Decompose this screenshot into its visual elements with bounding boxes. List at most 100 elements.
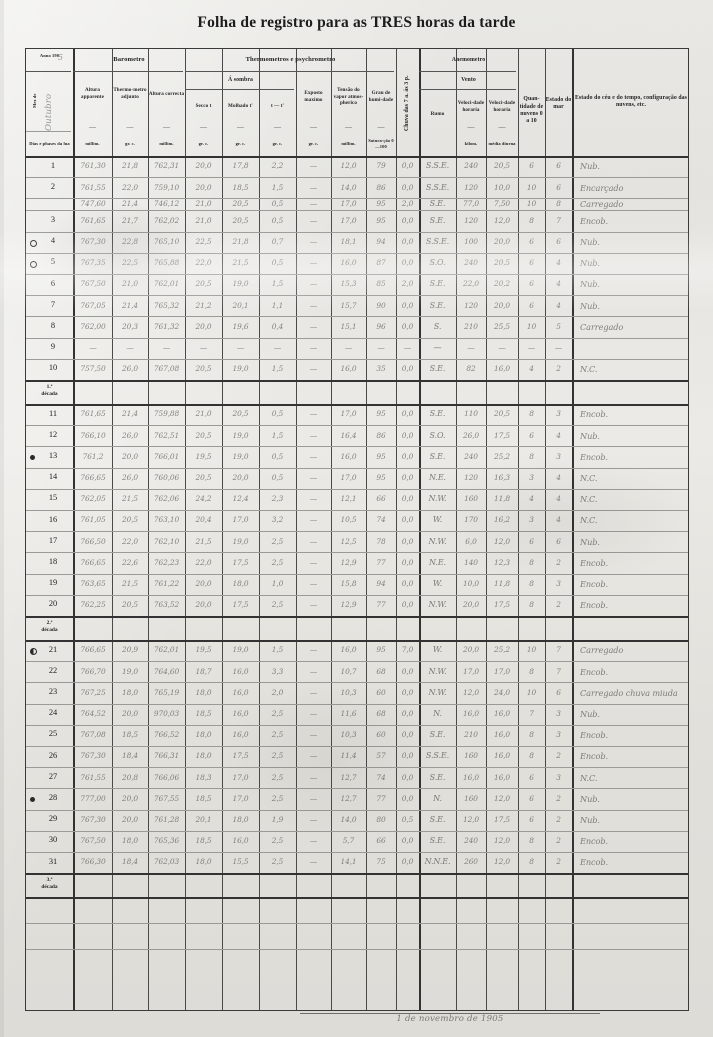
- cell-rumo: S.E.: [429, 451, 446, 461]
- cell-exposto-maximo: —: [309, 199, 318, 209]
- cell-molhado: 17,5: [232, 751, 249, 761]
- row-separator: [26, 198, 688, 200]
- cell-molhado: 12,4: [232, 494, 249, 504]
- moon-phase-icon: [30, 648, 37, 656]
- cell-altura-correcta: 761,28: [153, 815, 180, 824]
- cell-t-diff: 3,3: [271, 666, 284, 676]
- cell-altura-apparente: 767,30: [80, 237, 106, 246]
- cell-molhado: 20,5: [232, 215, 249, 225]
- cell-altura-correcta: 762,01: [153, 645, 180, 655]
- cell-secco: 18,0: [195, 857, 212, 867]
- cell-chuva: 0,0: [401, 161, 414, 171]
- cell-tensao-vapor: 12,0: [340, 161, 357, 171]
- cell-molhado: 18,0: [232, 579, 249, 588]
- day-number: 14: [48, 472, 58, 482]
- cell-velocidade-media: 11,8: [493, 579, 511, 588]
- cell-tensao-vapor: 17,0: [340, 199, 357, 209]
- cell-molhado: 18,5: [232, 182, 249, 192]
- cell-rumo: N.: [433, 709, 442, 718]
- cell-exposto-maximo: —: [309, 793, 318, 803]
- row-separator: [26, 661, 688, 663]
- cell-velocidade-horaria: 210: [464, 730, 478, 740]
- cell-humidade: 95: [376, 473, 386, 482]
- column-separator: [518, 49, 519, 1010]
- cell-estado-mar: 2: [556, 364, 561, 374]
- cell-exposto-maximo: —: [309, 161, 318, 171]
- cell-chuva: 0,0: [401, 730, 414, 740]
- cell-altura-correcta: 970,03: [153, 709, 180, 718]
- cell-velocidade-media: 20,5: [493, 161, 511, 171]
- cell-estado-ceu: Carregado: [580, 321, 624, 332]
- cell-estado-mar: 3: [556, 451, 561, 461]
- cell-secco: 24,2: [195, 494, 212, 504]
- cell-molhado: 16,0: [232, 709, 249, 718]
- cell-t-diff: 0,4: [271, 321, 284, 331]
- cell-altura-correcta: 763,10: [153, 515, 180, 525]
- cell-estado-mar: 6: [556, 182, 561, 192]
- header-rule: [73, 71, 183, 72]
- cell-nuvens: 8: [529, 836, 534, 846]
- page-title: Folha de registro para as TRES horas da …: [197, 14, 516, 31]
- cell-molhado: 16,0: [232, 730, 249, 740]
- cell-estado-mar: —: [554, 343, 563, 352]
- cell-molhado: 16,0: [232, 687, 249, 697]
- cell-exposto-maximo: —: [309, 409, 318, 419]
- cell-secco: 22,0: [195, 258, 212, 268]
- header-bar-unit-2: millim.: [159, 141, 174, 147]
- cell-estado-mar: 2: [556, 857, 561, 867]
- cell-chuva: 0,0: [401, 215, 414, 225]
- header-rule: [419, 71, 516, 72]
- cell-t-diff: 2,0: [271, 687, 284, 697]
- cell-tensao-vapor: 15,1: [340, 321, 357, 331]
- cell-humidade: 77: [376, 557, 386, 567]
- cell-nuvens: 10: [526, 321, 537, 331]
- row-separator: [26, 573, 688, 575]
- day-number: 18: [48, 557, 58, 566]
- cell-velocidade-horaria: 22,0: [462, 279, 480, 289]
- cell-velocidade-horaria: 160: [464, 793, 478, 803]
- cell-velocidade-media: 16,0: [493, 751, 511, 761]
- row-separator: [26, 316, 688, 318]
- cell-chuva: 0,0: [401, 579, 414, 588]
- cell-secco: 20,5: [195, 364, 212, 374]
- cell-thermometro-adjunto: 21,4: [121, 199, 139, 209]
- cell-tensao-vapor: 18,1: [340, 237, 357, 246]
- column-separator: [572, 49, 574, 1010]
- decada-summary-label: 2.ª década: [41, 620, 58, 633]
- cell-velocidade-media: 16,0: [493, 730, 511, 740]
- cell-nuvens: 8: [529, 451, 534, 461]
- cell-estado-ceu: Nub.: [580, 279, 600, 290]
- cell-velocidade-media: 10,0: [493, 182, 511, 192]
- cell-estado-ceu: N.C.: [580, 473, 598, 483]
- cell-thermometro-adjunto: —: [126, 343, 134, 352]
- header-rule: [26, 71, 71, 72]
- cell-altura-apparente: 767,30: [80, 751, 106, 761]
- day-number: 2: [50, 181, 56, 191]
- header-thermo-sub-2: t — t': [270, 102, 285, 109]
- cell-chuva: 0,0: [401, 557, 414, 567]
- cell-velocidade-media: 12,0: [493, 793, 511, 803]
- column-separator: [112, 49, 113, 1010]
- cell-estado-ceu: Encob.: [580, 751, 609, 762]
- cell-tensao-vapor: 16,0: [340, 645, 357, 655]
- cell-exposto-maximo: —: [309, 237, 318, 246]
- cell-altura-apparente: 766,70: [80, 666, 106, 676]
- moon-phase-icon: [30, 239, 37, 247]
- cell-humidade: 95: [376, 409, 386, 419]
- cell-t-diff: 0,5: [271, 199, 284, 209]
- column-separator: [486, 49, 487, 1010]
- decada-summary-label: 1.ª década: [41, 384, 58, 397]
- day-number: 13: [48, 451, 58, 460]
- cell-rumo: N.W.: [428, 494, 447, 504]
- cell-velocidade-media: 12,0: [493, 836, 511, 846]
- row-separator: [26, 425, 688, 427]
- cell-t-diff: 2,3: [271, 494, 284, 504]
- row-separator: [26, 852, 688, 853]
- cell-velocidade-horaria: 12,0: [462, 687, 480, 697]
- cell-chuva: 0,0: [401, 258, 414, 268]
- cell-humidade: 74: [376, 515, 386, 525]
- cell-t-diff: 0,5: [271, 451, 284, 461]
- cell-rumo: N.E.: [428, 473, 446, 482]
- cell-nuvens: 6: [529, 815, 534, 824]
- cell-t-diff: 1,5: [271, 182, 284, 192]
